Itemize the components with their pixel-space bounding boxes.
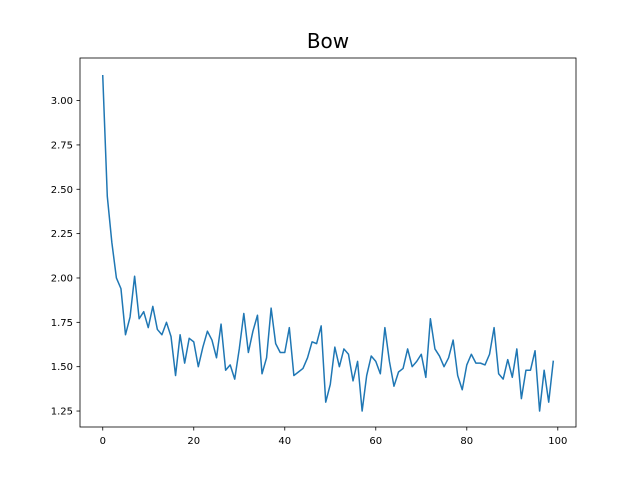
y-tick-label: 2.25: [51, 229, 73, 240]
y-tick-label: 2.75: [51, 140, 73, 151]
axes-frame: [79, 57, 577, 428]
y-tick-label: 2.50: [51, 185, 73, 196]
y-tick-label: 1.75: [51, 318, 73, 329]
y-tick-label: 2.00: [51, 273, 73, 284]
y-tick-label: 1.50: [51, 362, 73, 373]
y-tick-label: 1.25: [51, 407, 73, 418]
plot-area: 0 20 40 60 80 100 1.25 1.50 1.75 2.00 2.25 2.50 2.75…: [51, 57, 577, 447]
x-tick-label: 60: [369, 436, 382, 447]
x-tick-label: 100: [548, 436, 567, 447]
series-line-0: [101, 74, 555, 412]
x-tick-label: 80: [460, 436, 473, 447]
y-tick-label: 3.00: [51, 96, 73, 107]
x-tick-label: 0: [100, 436, 106, 447]
x-tick-label: 40: [278, 436, 291, 447]
x-tick-label: 20: [187, 436, 200, 447]
chart-title: Bow: [307, 29, 349, 53]
